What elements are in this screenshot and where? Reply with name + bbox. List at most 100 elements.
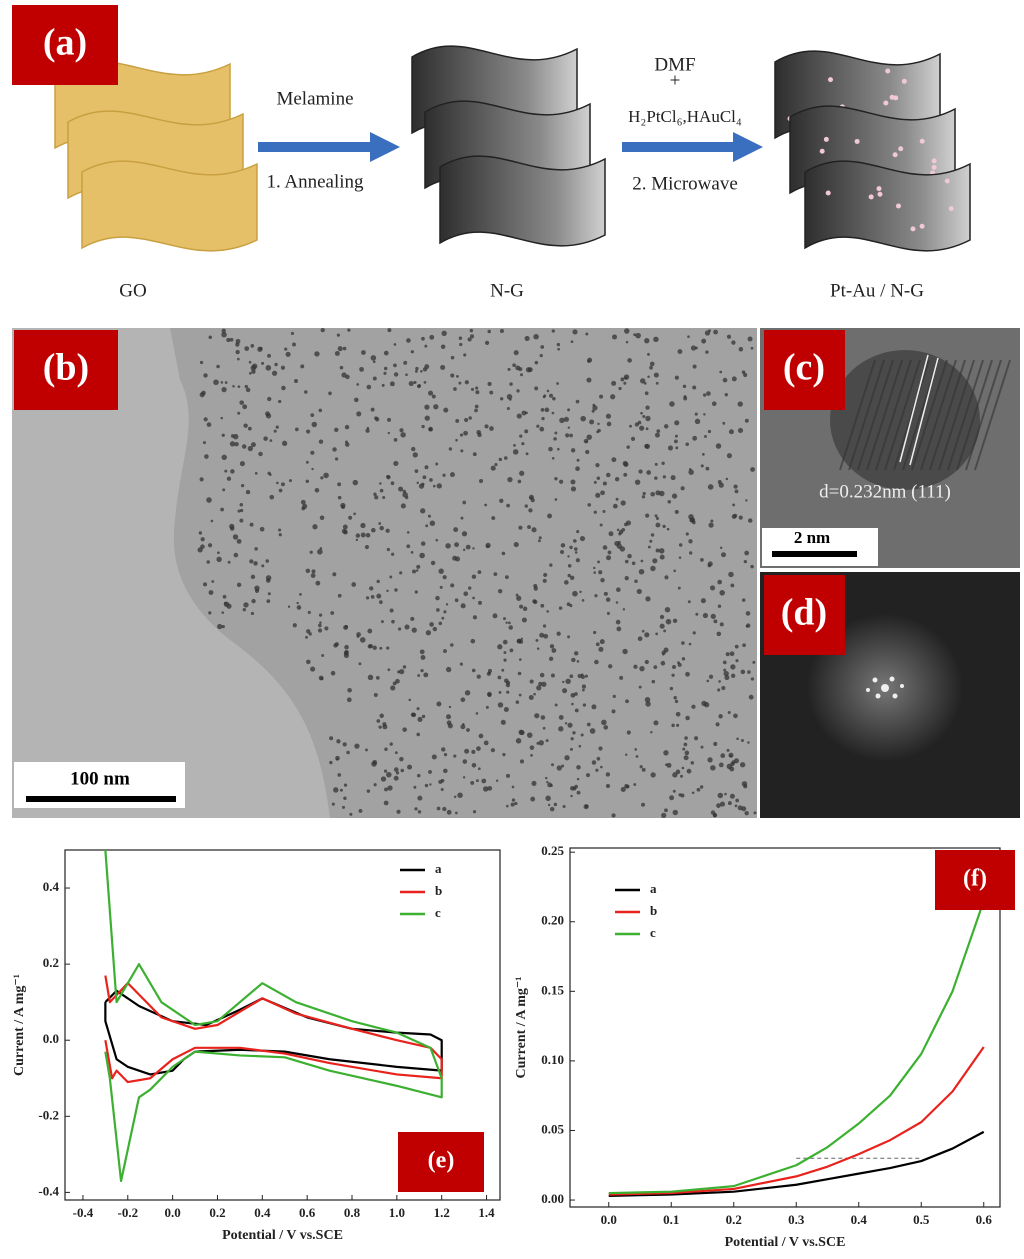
particle <box>254 588 260 593</box>
particle <box>342 742 347 747</box>
particle <box>652 558 658 564</box>
particle <box>730 673 736 678</box>
particle <box>645 405 650 410</box>
sheet <box>439 155 606 247</box>
particle <box>742 643 746 648</box>
particle <box>263 436 268 441</box>
particle <box>278 533 282 537</box>
particle <box>620 786 626 792</box>
y-tick-label: -0.4 <box>38 1183 59 1198</box>
panel-label: (c) <box>783 347 825 389</box>
particle <box>682 747 686 751</box>
particle <box>464 380 469 385</box>
particle <box>612 694 616 698</box>
particle <box>687 335 690 338</box>
particle <box>395 771 400 775</box>
particle <box>589 728 596 734</box>
series-line <box>608 900 985 1195</box>
particle <box>478 733 484 739</box>
particle <box>673 696 677 700</box>
particle <box>740 669 746 675</box>
particle <box>625 340 629 344</box>
particle <box>695 346 698 350</box>
particle <box>500 719 506 725</box>
particle <box>731 340 736 345</box>
spot <box>866 688 870 692</box>
particle <box>220 381 224 384</box>
particle <box>425 630 432 636</box>
particle <box>576 765 581 770</box>
particle <box>510 802 515 807</box>
particle <box>345 374 350 380</box>
particle <box>569 433 573 438</box>
particle <box>737 427 744 434</box>
particle <box>674 699 679 704</box>
particle <box>620 377 625 382</box>
particle <box>250 611 254 616</box>
particle <box>472 596 475 600</box>
particle <box>414 369 418 373</box>
particle <box>545 776 548 780</box>
particle <box>244 384 248 389</box>
particle <box>309 550 313 554</box>
particle <box>224 381 228 384</box>
particle <box>551 648 557 653</box>
particle <box>616 587 621 593</box>
particle <box>253 561 258 566</box>
particle <box>750 346 754 350</box>
particle <box>412 569 417 574</box>
spot <box>889 676 895 682</box>
particle <box>453 387 457 391</box>
particle <box>738 515 743 520</box>
particle <box>343 653 349 659</box>
particle <box>536 424 540 428</box>
particle <box>553 802 558 807</box>
particle <box>672 789 676 793</box>
particle <box>587 503 592 507</box>
x-tick-label: 0.0 <box>601 1212 617 1227</box>
particle <box>533 586 538 591</box>
particle <box>487 668 493 673</box>
particle <box>516 595 522 601</box>
particle <box>330 670 336 676</box>
particle <box>655 522 661 528</box>
particle <box>728 571 734 578</box>
particle <box>644 632 650 638</box>
particle <box>639 665 645 672</box>
particle <box>443 768 448 774</box>
particle <box>707 429 712 434</box>
particle <box>448 447 453 451</box>
particle <box>249 522 254 527</box>
particle <box>734 804 738 808</box>
schematic <box>54 45 971 252</box>
particle <box>719 370 723 374</box>
nanoparticle <box>883 100 889 106</box>
particle <box>373 492 377 496</box>
particle <box>543 633 549 639</box>
particle <box>611 380 617 386</box>
particle <box>506 406 510 411</box>
particle <box>317 548 323 555</box>
particle <box>516 638 522 644</box>
particle <box>348 515 353 520</box>
particle <box>644 659 649 665</box>
particle <box>687 600 691 604</box>
particle <box>608 531 614 537</box>
particle <box>584 804 589 808</box>
particle <box>484 424 489 429</box>
particle <box>404 624 410 630</box>
particle <box>476 746 481 751</box>
particle <box>415 569 419 572</box>
particle <box>634 748 638 751</box>
particle <box>729 793 735 799</box>
particle <box>655 548 660 553</box>
particle <box>389 575 393 579</box>
particle <box>734 644 739 649</box>
particle <box>645 701 651 707</box>
particle <box>565 678 571 685</box>
particle <box>650 731 653 734</box>
particle <box>579 535 586 542</box>
particle <box>411 627 417 633</box>
particle <box>548 656 554 661</box>
particle <box>414 469 419 474</box>
